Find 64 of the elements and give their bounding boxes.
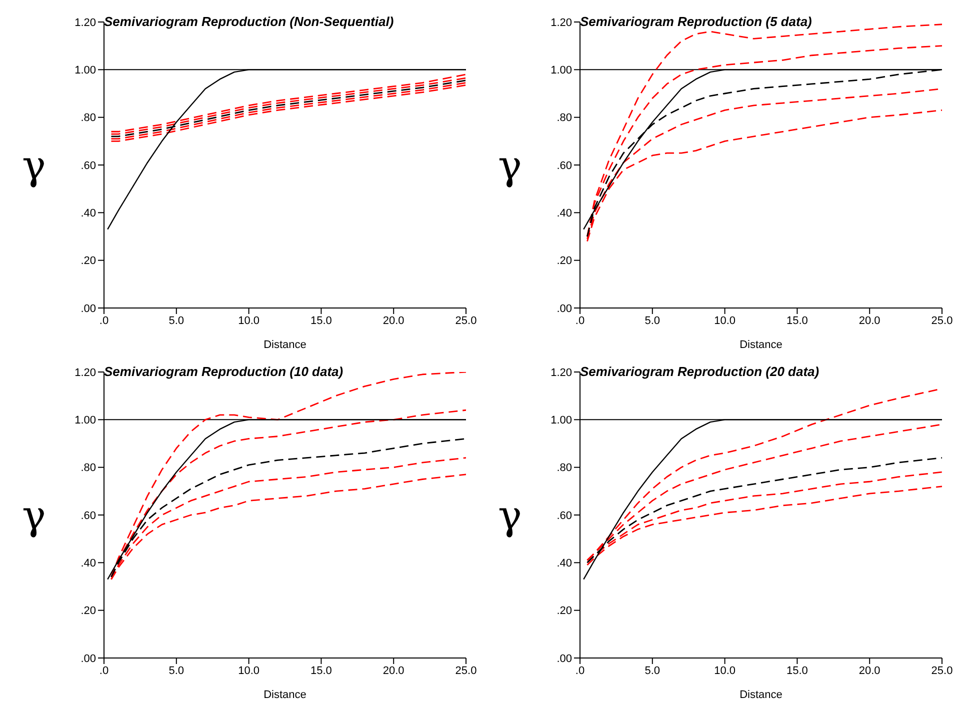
x-axis-title: Distance: [740, 339, 782, 351]
y-tick-label: 1.00: [74, 414, 96, 427]
y-tick-label: .00: [80, 302, 96, 315]
y-tick-label: .80: [556, 462, 572, 474]
chart-title: Semivariogram Reproduction (20 data): [580, 364, 820, 379]
chart-title: Semivariogram Reproduction (10 data): [104, 364, 344, 379]
x-tick-label: 25.0: [455, 314, 477, 327]
x-tick-label: .0: [99, 664, 109, 677]
x-tick-label: 25.0: [455, 664, 477, 677]
y-tick-label: .40: [556, 208, 572, 220]
y-axis-title: γ: [498, 143, 522, 190]
y-tick-label: .80: [556, 112, 572, 124]
chart-title: Semivariogram Reproduction (5 data): [580, 14, 812, 29]
y-axis-title: γ: [22, 493, 46, 540]
y-axis-title: γ: [498, 493, 522, 540]
y-tick-label: .60: [80, 160, 96, 172]
y-tick-label: .00: [556, 302, 572, 315]
y-tick-label: 1.00: [550, 64, 572, 77]
x-tick-label: 10.0: [714, 664, 736, 677]
x-tick-label: 15.0: [310, 664, 332, 677]
y-tick-label: .80: [80, 112, 96, 124]
y-tick-label: 1.00: [550, 414, 572, 427]
x-tick-label: 15.0: [786, 314, 808, 327]
x-tick-label: 5.0: [168, 664, 184, 677]
y-axis-title: γ: [22, 143, 46, 190]
x-tick-label: 5.0: [168, 314, 184, 327]
x-tick-label: 25.0: [931, 664, 953, 677]
y-tick-label: .40: [80, 208, 96, 220]
x-tick-label: 10.0: [238, 664, 260, 677]
x-tick-label: .0: [99, 314, 109, 327]
x-tick-label: 10.0: [714, 314, 736, 327]
x-tick-label: 15.0: [786, 664, 808, 677]
x-tick-label: 20.0: [382, 664, 404, 677]
y-tick-label: .00: [556, 652, 572, 665]
x-tick-label: 25.0: [931, 314, 953, 327]
x-tick-label: 15.0: [310, 314, 332, 327]
y-tick-label: 1.20: [74, 16, 96, 29]
y-tick-label: .60: [556, 160, 572, 172]
y-tick-label: .20: [80, 255, 96, 268]
y-tick-label: .20: [556, 605, 572, 618]
x-tick-label: 5.0: [644, 664, 660, 677]
y-tick-label: .40: [556, 558, 572, 570]
y-tick-label: .80: [80, 462, 96, 474]
x-tick-label: 20.0: [858, 664, 880, 677]
y-tick-label: .60: [80, 510, 96, 522]
y-tick-label: 1.20: [74, 366, 96, 379]
y-tick-label: .00: [80, 652, 96, 665]
x-tick-label: .0: [575, 314, 585, 327]
y-tick-label: .40: [80, 558, 96, 570]
y-tick-label: .20: [80, 605, 96, 618]
y-tick-label: .60: [556, 510, 572, 522]
x-tick-label: 20.0: [858, 314, 880, 327]
x-tick-label: 10.0: [238, 314, 260, 327]
x-tick-label: .0: [575, 664, 585, 677]
x-axis-title: Distance: [264, 689, 306, 701]
y-tick-label: 1.20: [550, 366, 572, 379]
x-axis-title: Distance: [740, 689, 782, 701]
y-tick-label: .20: [556, 255, 572, 268]
x-tick-label: 5.0: [644, 314, 660, 327]
x-tick-label: 20.0: [382, 314, 404, 327]
chart-title: Semivariogram Reproduction (Non-Sequential): [104, 14, 394, 29]
x-axis-title: Distance: [264, 339, 306, 351]
y-tick-label: 1.20: [550, 16, 572, 29]
y-tick-label: 1.00: [74, 64, 96, 77]
